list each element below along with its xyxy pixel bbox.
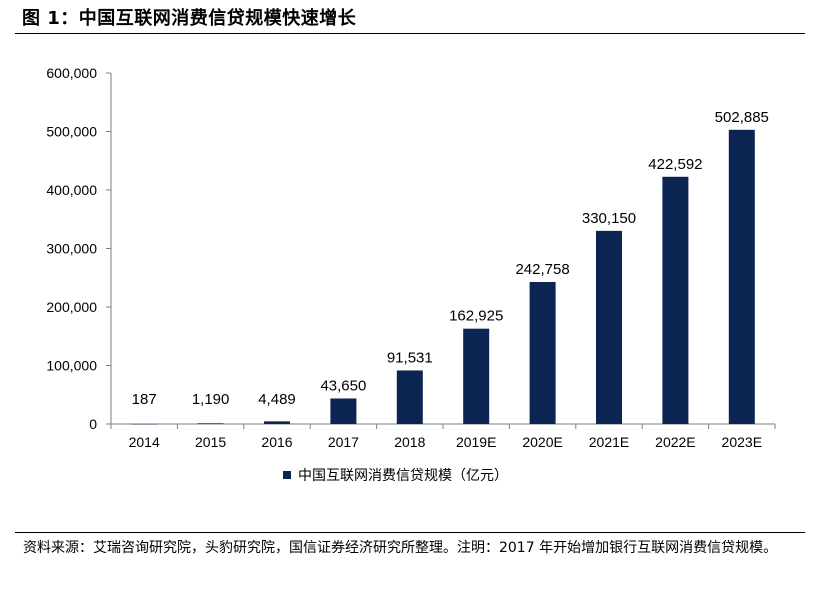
x-axis: 2014 2015 2016 2017 2018 2019E 2020E 2021E 2022E… (110, 423, 776, 450)
x-tick-label: 2015 (195, 434, 226, 450)
bar (662, 176, 689, 424)
data-label: 187 (132, 391, 157, 408)
y-tick-label: 100,000 (46, 358, 97, 374)
y-tick-label: 500,000 (46, 124, 97, 140)
bar (728, 129, 755, 424)
data-label: 330,150 (582, 210, 636, 227)
bar (396, 370, 423, 424)
bar (463, 328, 490, 424)
bar (330, 398, 357, 424)
data-labels: 187 1,190 4,489 43,650 91,531 162,925 242,758 3… (132, 109, 769, 408)
data-label: 242,758 (515, 261, 569, 278)
data-label: 1,190 (192, 391, 230, 408)
x-tick-label: 2017 (328, 434, 359, 450)
data-label: 4,489 (258, 391, 296, 408)
y-tick-label: 200,000 (46, 299, 97, 315)
legend: 中国互联网消费信贷规模（亿元） (283, 468, 508, 484)
bar (596, 230, 622, 424)
x-tick-label: 2020E (522, 434, 562, 450)
source-note: 资料来源：艾瑞咨询研究院，头豹研究院，国信证券经济研究所整理。注明：2017 年… (23, 540, 778, 556)
data-label: 43,650 (320, 377, 366, 394)
x-tick-label: 2018 (394, 434, 425, 450)
bar (131, 423, 158, 425)
bottom-rule (15, 532, 805, 533)
x-tick-label: 2022E (655, 434, 695, 450)
x-tick-label: 2019E (456, 434, 496, 450)
x-tick-label: 2023E (722, 434, 762, 450)
y-axis: 0 100,000 200,000 300,000 400,000 500,000 600,… (46, 65, 112, 432)
legend-swatch (283, 471, 291, 479)
legend-label: 中国互联网消费信贷规模（亿元） (298, 468, 508, 484)
y-tick-label: 600,000 (46, 65, 97, 81)
x-tick-label: 2014 (129, 434, 160, 450)
y-tick-label: 300,000 (46, 241, 97, 257)
bar-chart: 0 100,000 200,000 300,000 400,000 500,000 600,… (46, 65, 776, 484)
x-tick-label: 2021E (589, 434, 629, 450)
bars (131, 129, 755, 425)
data-label: 422,592 (648, 156, 702, 173)
figure-title: 图 1：中国互联网消费信贷规模快速增长 (22, 8, 357, 29)
x-tick-label: 2016 (261, 434, 292, 450)
data-label: 162,925 (449, 308, 503, 325)
top-rule (15, 33, 805, 34)
y-tick-label: 400,000 (46, 182, 97, 198)
y-tick-label: 0 (89, 416, 97, 432)
data-label: 91,531 (387, 349, 433, 366)
bar (197, 423, 224, 424)
bar (529, 281, 556, 424)
bar (264, 421, 290, 424)
data-label: 502,885 (715, 109, 769, 126)
